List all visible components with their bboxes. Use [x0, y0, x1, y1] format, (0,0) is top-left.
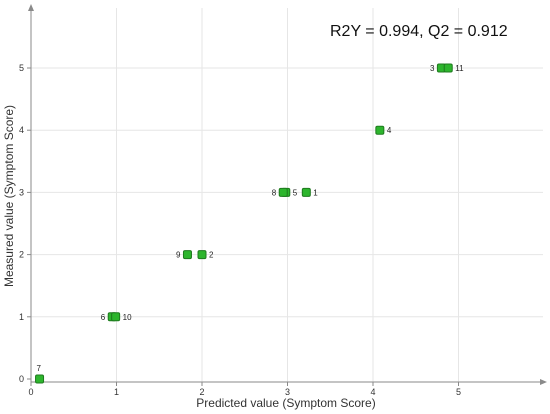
x-tick-labels: 0 1 2 3 4 5	[28, 387, 461, 397]
y-axis-arrow	[28, 4, 34, 11]
x-tick-label: 3	[285, 387, 290, 397]
y-tick-label: 0	[19, 374, 24, 384]
y-tick-labels: 0 1 2 3 4 5	[19, 63, 24, 384]
point-label-3: 3	[430, 64, 435, 73]
y-tick-label: 2	[19, 250, 24, 260]
x-axis-arrow	[540, 379, 547, 385]
point-label-10: 10	[123, 313, 132, 322]
point-label-9: 9	[176, 251, 181, 260]
point-label-5: 5	[293, 188, 298, 197]
y-tick-label: 5	[19, 63, 24, 73]
x-tick-label: 1	[114, 387, 119, 397]
point-4	[375, 125, 385, 135]
x-tick-label: 4	[370, 387, 375, 397]
y-tick-label: 4	[19, 125, 24, 135]
point-label-8: 8	[272, 188, 277, 197]
x-tick-label: 2	[199, 387, 204, 397]
axes	[27, 4, 547, 386]
point-10	[111, 312, 121, 322]
point-label-6: 6	[101, 313, 106, 322]
point-2	[197, 250, 207, 260]
data-points: 1 2 3 4 5 6 7 8 9 10 11	[35, 63, 464, 384]
y-axis-title: Measured value (Symptom Score)	[2, 105, 16, 287]
point-7	[35, 374, 45, 384]
point-label-2: 2	[209, 251, 214, 260]
point-1	[301, 187, 311, 197]
point-label-1: 1	[313, 188, 318, 197]
point-11	[443, 63, 453, 73]
x-axis-title: Predicted value (Symptom Score)	[196, 396, 375, 410]
x-tick-label: 0	[28, 387, 33, 397]
point-label-11: 11	[455, 64, 464, 73]
point-label-7: 7	[37, 364, 42, 373]
fit-statistics-annotation: R2Y = 0.994, Q2 = 0.912	[330, 23, 508, 40]
y-tick-label: 3	[19, 187, 24, 197]
point-8	[278, 187, 288, 197]
point-label-4: 4	[387, 126, 392, 135]
x-tick-label: 5	[456, 387, 461, 397]
y-tick-label: 1	[19, 312, 24, 322]
point-9	[182, 250, 192, 260]
